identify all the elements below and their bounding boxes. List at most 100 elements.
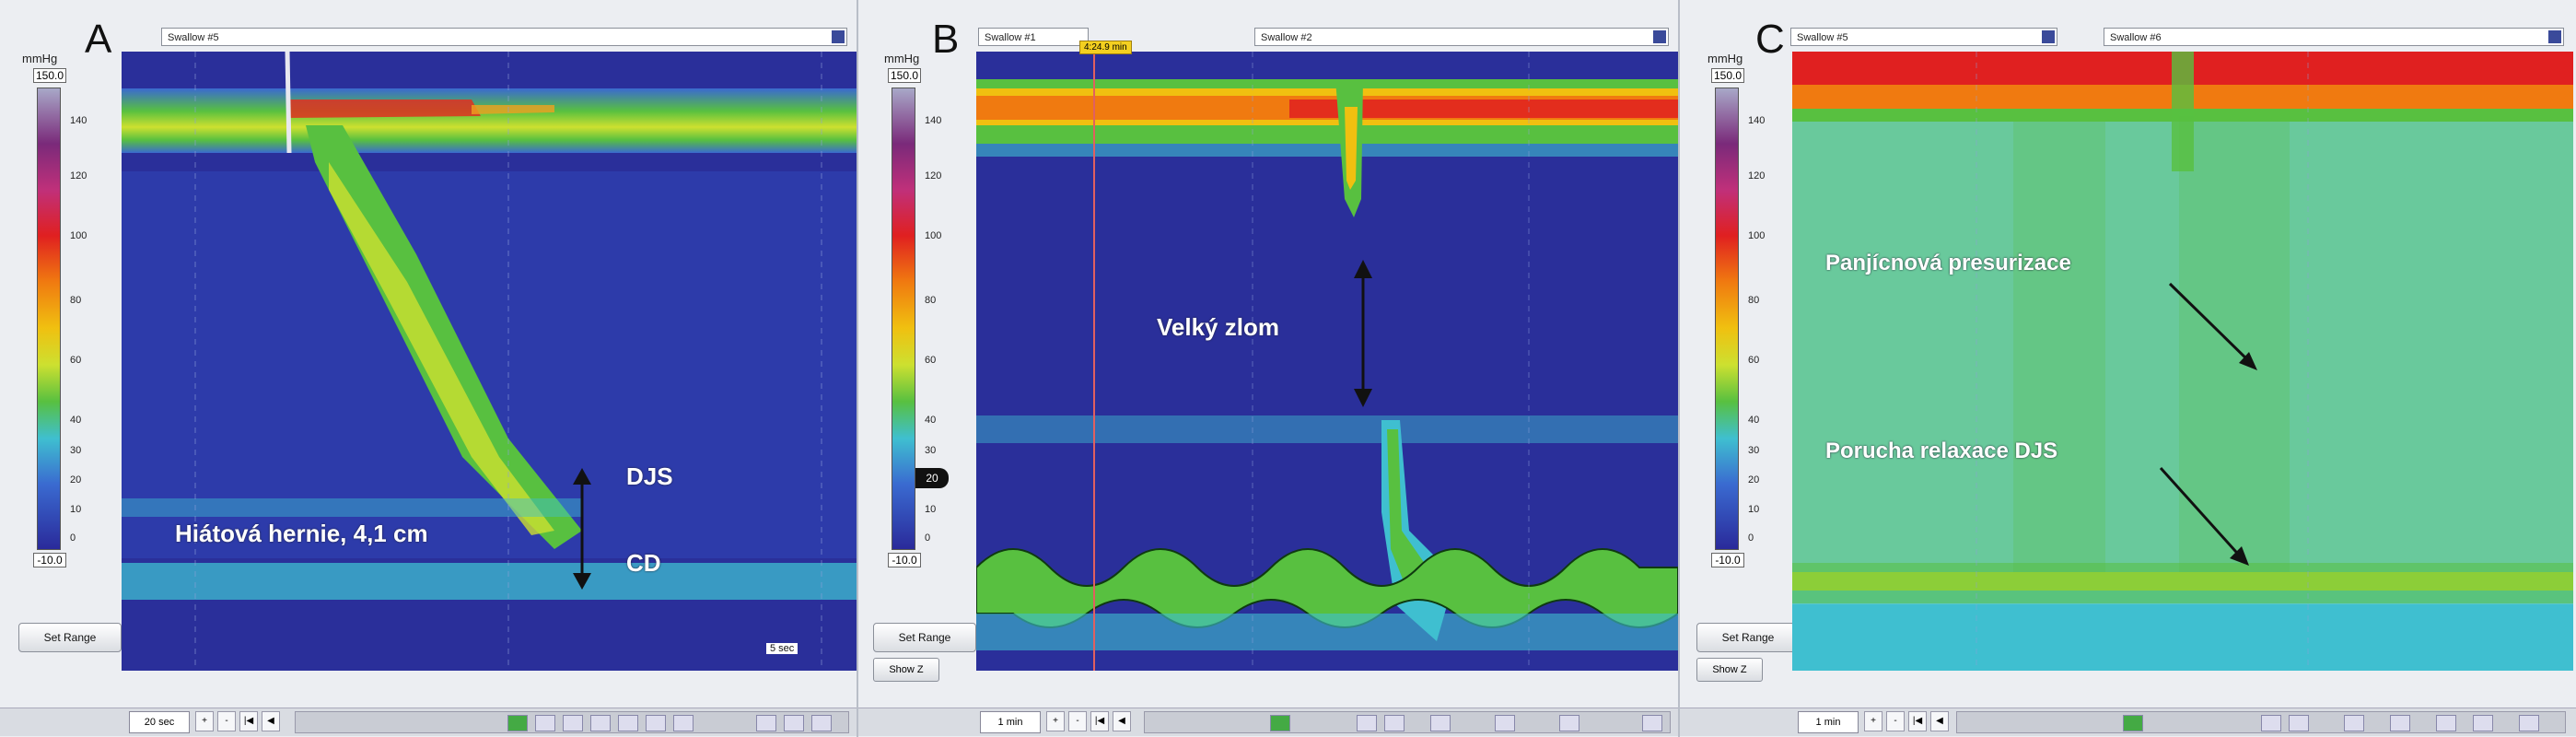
tick-label: 120 <box>70 170 87 181</box>
swallow-label-bar[interactable]: Swallow #2 <box>1254 28 1669 46</box>
set-range-button[interactable]: Set Range <box>873 623 976 652</box>
scale-min-value[interactable]: -10.0 <box>1711 553 1744 567</box>
swallow-label-bar[interactable]: Swallow #5 <box>1790 28 2057 46</box>
navigation-track[interactable] <box>1956 711 2566 733</box>
zoom-in-icon[interactable]: + <box>1864 711 1882 731</box>
post-break-contraction-core <box>1387 429 1428 595</box>
unit-label: mmHg <box>1708 52 1743 65</box>
threshold-marker[interactable]: 20 <box>915 468 949 488</box>
time-scale-label: 5 sec <box>766 643 798 654</box>
track-marker[interactable] <box>2289 715 2309 731</box>
track-marker[interactable] <box>1270 715 1290 731</box>
break-arrow-head-down <box>1354 389 1372 407</box>
time-window-button[interactable]: 20 sec <box>129 711 190 733</box>
nav-buttons: + - |◀ ◀ <box>195 711 280 731</box>
track-marker[interactable] <box>590 715 611 731</box>
prev-icon[interactable]: ◀ <box>262 711 280 731</box>
track-marker[interactable] <box>618 715 638 731</box>
panel-a: A mmHg 150.0 -10.0 140 120 100 80 60 40 … <box>0 0 858 737</box>
first-icon[interactable]: |◀ <box>1090 711 1109 731</box>
tick-label: 10 <box>1748 504 1760 515</box>
scale-max-value[interactable]: 150.0 <box>33 68 66 83</box>
swallow-marker-icon <box>2042 30 2055 43</box>
les-high-pressure-band <box>122 88 857 153</box>
time-window-button[interactable]: 1 min <box>980 711 1041 733</box>
pressurization-label: Panjícnová presurizace <box>1825 251 2071 275</box>
track-marker[interactable] <box>507 715 528 731</box>
track-marker[interactable] <box>535 715 555 731</box>
track-marker[interactable] <box>1357 715 1377 731</box>
track-marker[interactable] <box>756 715 776 731</box>
show-z-button[interactable]: Show Z <box>873 658 939 682</box>
swallow-marker-icon <box>2548 30 2561 43</box>
pressurization-arrow-head <box>2239 352 2257 370</box>
track-marker[interactable] <box>2261 715 2281 731</box>
swallow-label-bar[interactable]: Swallow #1 <box>978 28 1089 46</box>
swallow-label-bar[interactable]: Swallow #6 <box>2104 28 2564 46</box>
panel-letter: C <box>1755 17 1785 62</box>
panel-letter: B <box>932 17 960 62</box>
scale-min-value[interactable]: -10.0 <box>888 553 921 567</box>
prev-icon[interactable]: ◀ <box>1113 711 1131 731</box>
track-marker[interactable] <box>2390 715 2410 731</box>
cd-cyan-band <box>122 563 857 600</box>
track-marker[interactable] <box>784 715 804 731</box>
unit-label: mmHg <box>22 52 58 65</box>
track-marker[interactable] <box>2123 715 2143 731</box>
swallow-label: Swallow #2 <box>1261 32 1312 43</box>
zoom-out-icon[interactable]: - <box>217 711 236 731</box>
first-icon[interactable]: |◀ <box>1908 711 1927 731</box>
cd-oscillation-band <box>976 548 1678 628</box>
show-z-button[interactable]: Show Z <box>1696 658 1763 682</box>
zoom-out-icon[interactable]: - <box>1886 711 1905 731</box>
time-cursor-tag[interactable]: 4:24.9 min <box>1079 41 1132 54</box>
zoom-in-icon[interactable]: + <box>195 711 214 731</box>
pressure-topography-plot[interactable]: Panjícnová presurizace Porucha relaxace … <box>1792 52 2573 671</box>
set-range-button[interactable]: Set Range <box>1696 623 1800 652</box>
navigation-track[interactable] <box>295 711 849 733</box>
zoom-out-icon[interactable]: - <box>1068 711 1087 731</box>
tick-label: 20 <box>1748 474 1760 485</box>
track-marker[interactable] <box>646 715 666 731</box>
time-window-button[interactable]: 1 min <box>1798 711 1859 733</box>
pressure-color-scale <box>1715 88 1739 550</box>
pressure-topography-plot[interactable]: DJS CD Hiátová hernie, 4,1 cm 5 sec <box>122 52 857 671</box>
tick-label: 80 <box>925 295 937 306</box>
zoom-in-icon[interactable]: + <box>1046 711 1065 731</box>
pressurization-arrow <box>2168 282 2255 367</box>
track-marker[interactable] <box>811 715 832 731</box>
threshold-value: 20 <box>926 472 938 485</box>
track-marker[interactable] <box>1495 715 1515 731</box>
track-marker[interactable] <box>1559 715 1579 731</box>
djs-label: DJS <box>626 462 673 490</box>
break-vertical-core <box>1345 107 1358 190</box>
track-marker[interactable] <box>2473 715 2493 731</box>
scale-max-value[interactable]: 150.0 <box>1711 68 1744 83</box>
lower-cyan-band <box>1792 604 2573 671</box>
first-icon[interactable]: |◀ <box>239 711 258 731</box>
tick-label: 40 <box>1748 415 1760 426</box>
relaxation-arrow-head <box>2230 546 2249 566</box>
track-marker[interactable] <box>2519 715 2539 731</box>
track-marker[interactable] <box>1384 715 1405 731</box>
track-marker[interactable] <box>2436 715 2456 731</box>
tick-label: 140 <box>925 115 942 126</box>
set-range-button[interactable]: Set Range <box>18 623 122 652</box>
scale-min-value[interactable]: -10.0 <box>33 553 66 567</box>
track-marker[interactable] <box>673 715 694 731</box>
tick-label: 100 <box>70 230 87 241</box>
track-marker[interactable] <box>1430 715 1451 731</box>
pressure-topography-plot[interactable]: Velký zlom <box>976 52 1678 671</box>
navigation-track[interactable] <box>1144 711 1671 733</box>
prev-icon[interactable]: ◀ <box>1930 711 1949 731</box>
track-marker[interactable] <box>1642 715 1662 731</box>
topography-svg <box>122 52 857 671</box>
tick-label: 120 <box>1748 170 1766 181</box>
tick-label: 140 <box>70 115 87 126</box>
track-marker[interactable] <box>2344 715 2364 731</box>
scale-max-value[interactable]: 150.0 <box>888 68 921 83</box>
esophagus-cyan-field <box>1792 116 2573 577</box>
track-marker[interactable] <box>563 715 583 731</box>
swallow-label-bar[interactable]: Swallow #5 <box>161 28 847 46</box>
les-orange-zone <box>472 105 554 114</box>
